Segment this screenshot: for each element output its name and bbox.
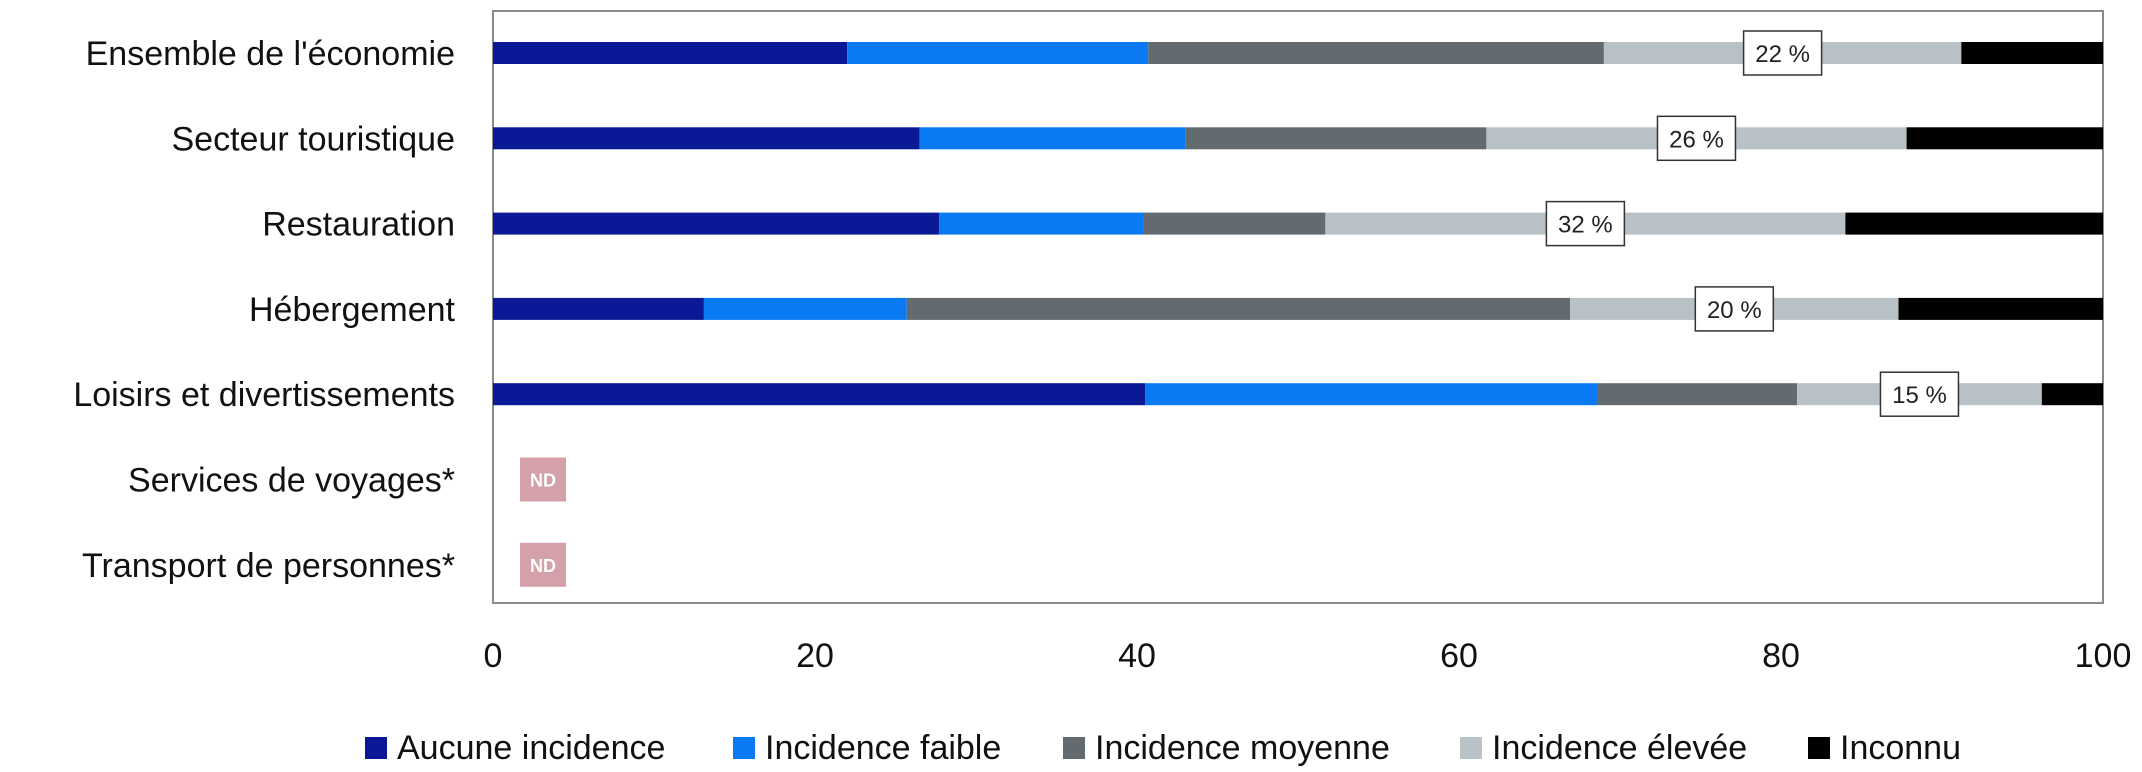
bar-segment [1145, 383, 1598, 406]
x-tick-label: 20 [796, 637, 834, 675]
bar-segment [493, 212, 939, 235]
x-tick-label: 40 [1118, 637, 1156, 675]
legend-label: Inconnu [1840, 729, 1961, 767]
bar-segment [493, 383, 1146, 406]
legend-swatch [733, 737, 755, 759]
bar-segment [1148, 42, 1604, 64]
category-label: Transport de personnes* [82, 547, 455, 585]
nd-badge [520, 542, 566, 587]
bar-segment [493, 42, 848, 64]
data-label-box [1656, 115, 1737, 162]
bar-segment [847, 42, 1149, 64]
data-label-box [1694, 286, 1775, 332]
bar-segment [938, 212, 1144, 235]
category-labels: Ensemble de l'économie Secteur touristiqu… [73, 35, 455, 585]
x-tick-label: 100 [2075, 637, 2132, 675]
bar-segment [1185, 127, 1487, 150]
legend-label: Incidence moyenne [1095, 729, 1390, 767]
bar-segment [1845, 212, 2103, 235]
bar-segment [1597, 383, 1798, 406]
bar-segment [1898, 297, 2103, 320]
bar-segment [1143, 212, 1326, 235]
legend-swatch [365, 737, 387, 759]
nd-badge [520, 457, 566, 502]
data-label-box [1545, 200, 1626, 247]
bar-segment [919, 127, 1186, 150]
bar-segment [1961, 42, 2103, 64]
legend: Aucune incidence Incidence faible Incidenc… [365, 729, 1961, 767]
bars-layer: 22 % 26 % 32 % 20 % 15 % ND ND [493, 30, 2103, 587]
category-label: Loisirs et divertissements [73, 376, 455, 414]
category-label: Secteur touristique [172, 120, 456, 158]
bar-segment [703, 297, 907, 320]
nd-label: ND [530, 471, 556, 491]
legend-swatch [1460, 737, 1482, 759]
legend-swatch [1808, 737, 1830, 759]
bar-segment [493, 127, 920, 150]
data-label-box [1879, 371, 1960, 417]
data-label: 22 % [1755, 41, 1810, 68]
bar-segment [493, 297, 704, 320]
data-label-box [1742, 30, 1823, 76]
legend-label: Aucune incidence [397, 729, 665, 767]
category-label: Hébergement [249, 291, 456, 329]
data-label: 15 % [1892, 382, 1947, 409]
legend-label: Incidence faible [765, 729, 1001, 767]
x-tick-label: 80 [1762, 637, 1800, 675]
bar-segment [2041, 383, 2103, 406]
bar-segment [1906, 127, 2103, 150]
x-axis-ticks: 0 20 40 60 80 100 [484, 637, 2132, 675]
data-label: 32 % [1558, 212, 1613, 239]
legend-swatch [1063, 737, 1085, 759]
category-label: Services de voyages* [128, 462, 455, 500]
nd-label: ND [530, 556, 556, 576]
data-label: 26 % [1669, 126, 1724, 153]
x-tick-label: 0 [484, 637, 503, 675]
legend-label: Incidence élevée [1492, 729, 1747, 767]
category-label: Ensemble de l'économie [86, 35, 455, 73]
data-label: 20 % [1707, 297, 1762, 324]
category-label: Restauration [262, 206, 455, 244]
x-tick-label: 60 [1440, 637, 1478, 675]
bar-segment [906, 297, 1571, 320]
